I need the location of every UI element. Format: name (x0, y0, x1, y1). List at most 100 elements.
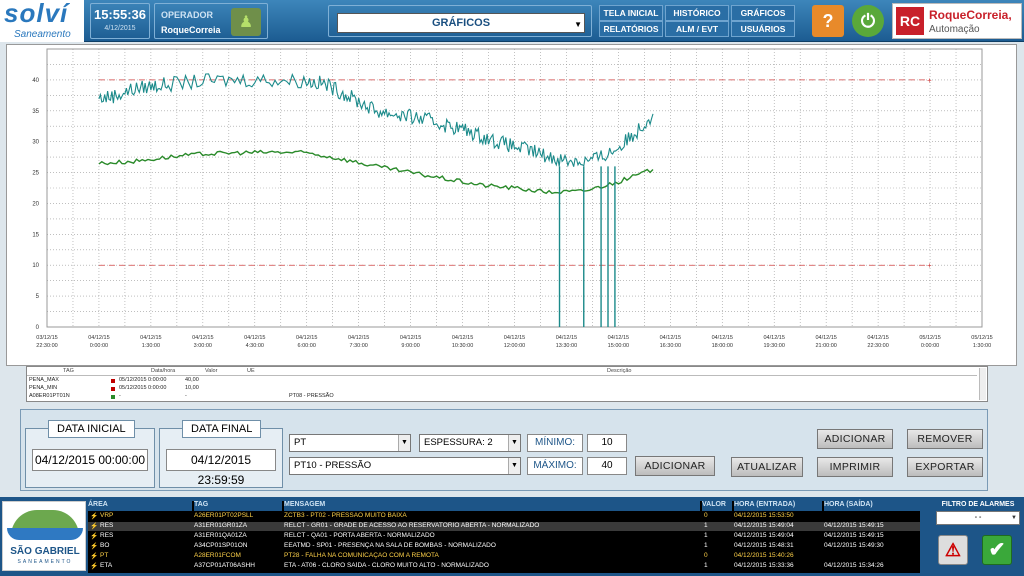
alarm-filter-select[interactable]: - - ▼ (936, 511, 1020, 525)
alarm-row[interactable]: BO A34CP01SP01ON EEATMD - SP01 - PRESENÇA … (88, 542, 920, 551)
remover-button[interactable]: REMOVER (907, 429, 983, 449)
vendor-logo: RC RoqueCorreia, Automação (892, 3, 1022, 39)
operator-panel: OPERADOR RoqueCorreia ♟ (154, 3, 268, 39)
type-select[interactable]: PT ▼ (289, 434, 411, 452)
chevron-down-icon: ▼ (508, 435, 520, 451)
alarm-tag: A37CP01AT06ASHH (194, 562, 255, 569)
x-tick-label: 04/12/15 4:30:00 (244, 335, 265, 349)
espessura-select[interactable]: ESPESSURA: 2 ▼ (419, 434, 521, 452)
tag-select-value: PT10 - PRESSÃO (294, 460, 372, 471)
nav-graficos[interactable]: GRÁFICOS (731, 5, 795, 21)
x-tick-label: 04/12/15 16:30:00 (660, 335, 681, 349)
y-tick-label: 20 (32, 201, 39, 207)
clock-time: 15:55:36 (93, 7, 147, 22)
alarm-bolt-icon: ⚡ (90, 523, 99, 530)
atualizar-button[interactable]: ATUALIZAR (731, 457, 803, 477)
data-final-field[interactable]: 04/12/2015 23:59:59 (166, 449, 276, 487)
alarm-out: 04/12/2015 15:49:15 (824, 522, 884, 529)
trend-chart[interactable]: 0 5 10 15 20 25 30 35 40 03/12/15 22:30:00 04/12/15… (6, 44, 1017, 366)
alarm-header-out: HORA (SAÍDA) (824, 501, 920, 511)
adicionar-pen-button[interactable]: ADICIONAR (635, 456, 715, 476)
clock-date: 4/12/2015 (104, 25, 136, 32)
nav-tela-inicial[interactable]: TELA INICIAL (599, 5, 663, 21)
vendor-mark: RC (896, 7, 924, 35)
nav-relatorios[interactable]: RELATÓRIOS (599, 21, 663, 37)
nav-alm-evt[interactable]: ALM / EVT (665, 21, 729, 37)
y-tick-label: 35 (32, 109, 39, 115)
espessura-value: ESPESSURA: 2 (424, 437, 493, 448)
acknowledge-check-icon[interactable]: ✔ (982, 535, 1012, 565)
x-tick-label: 03/12/15 22:30:00 (36, 335, 57, 349)
alarm-area: VRP (100, 512, 114, 519)
power-icon[interactable]: ⏻ (852, 5, 884, 37)
imprimir-button[interactable]: IMPRIMIR (817, 457, 893, 477)
alarm-table[interactable]: ÁREA TAG MENSAGEM VALOR HORA (ENTRADA) H… (88, 501, 920, 573)
nav-usuarios[interactable]: USUÁRIOS (731, 21, 795, 37)
data-final-label: DATA FINAL (182, 420, 262, 438)
alarm-msg: PT28 - FALHA NA COMUNICAÇÃO COM A REMOTA (284, 552, 439, 559)
legend-value: 10,00 (185, 385, 199, 391)
adicionar-button[interactable]: ADICIONAR (817, 429, 893, 449)
alarm-msg: RELCT - GR01 - GRADE DE ACESSO AO RESERV… (284, 522, 540, 529)
minimo-input[interactable]: 10 (587, 434, 627, 452)
logo-subtitle: Saneamento (14, 29, 71, 40)
alarm-row[interactable]: PT A28ER01FCOM PT28 - FALHA NA COMUNICAÇÃO… (88, 552, 920, 561)
legend-header-time: Data/hora (151, 368, 176, 374)
alarm-in: 04/12/2015 15:49:04 (734, 532, 794, 539)
legend-row[interactable]: A08ER01PT01N - - PT08 - PRESSÃO (27, 393, 967, 401)
operator-login-icon[interactable]: ♟ (231, 8, 261, 36)
legend-scrollbar[interactable] (979, 368, 986, 400)
data-final-group: DATA FINAL 04/12/2015 23:59:59 (159, 420, 283, 488)
maximo-input[interactable]: 40 (587, 457, 627, 475)
nav-historico[interactable]: HISTÓRICO (665, 5, 729, 21)
data-inicial-field[interactable]: 04/12/2015 00:00:00 (32, 449, 148, 471)
x-tick-label: 04/12/15 6:00:00 (296, 335, 317, 349)
alarm-row[interactable]: RES A31ER01GR01ZA RELCT - GR01 - GRADE DE … (88, 522, 920, 531)
y-tick-label: 0 (36, 325, 40, 331)
x-tick-label: 04/12/15 13:30:00 (556, 335, 577, 349)
alarm-msg: ETA - AT06 - CLORO SAÍDA - CLORO MUITO A… (284, 562, 489, 569)
alarm-val: 0 (704, 552, 708, 559)
y-tick-label: 5 (36, 294, 40, 300)
legend-header-tag: TAG (63, 368, 74, 374)
exportar-button[interactable]: EXPORTAR (907, 457, 983, 477)
alarm-msg: ZCTB3 - PT02 - PRESSÃO MUITO BAIXA (284, 512, 407, 519)
alarm-bolt-icon: ⚡ (90, 543, 99, 550)
alarm-row[interactable]: VRP A26ER01PT02PSLL ZCTB3 - PT02 - PRESSÃO… (88, 512, 920, 521)
alarm-out: 04/12/2015 15:34:26 (824, 562, 884, 569)
x-tick-label: 05/12/15 0:00:00 (919, 335, 940, 349)
x-tick-label: 04/12/15 18:00:00 (712, 335, 733, 349)
page-select[interactable]: GRÁFICOS ▼ (337, 13, 585, 33)
logo2-sub: SANEAMENTO (17, 559, 73, 565)
x-tick-label: 04/12/15 7:30:00 (348, 335, 369, 349)
chevron-down-icon: ▼ (398, 435, 410, 451)
alarm-val: 1 (704, 522, 708, 529)
x-tick-label: 05/12/15 1:30:00 (971, 335, 992, 349)
help-icon[interactable]: ? (812, 5, 844, 37)
legend-tag: PENA_MIN (29, 385, 58, 391)
pen-legend-table[interactable]: TAG Data/hora Valor UE Descrição PENA_MA… (26, 366, 988, 402)
alarm-header-area: ÁREA (88, 501, 192, 511)
legend-time: - (119, 393, 121, 399)
alarm-row[interactable]: ETA A37CP01AT06ASHH ETA - AT06 - CLORO SAÍ… (88, 562, 920, 571)
silence-alarm-icon[interactable]: ⚠ (938, 535, 968, 565)
limit-marker: + (927, 76, 932, 85)
alarm-tag: A26ER01PT02PSLL (194, 512, 254, 519)
legend-row[interactable]: PENA_MIN 05/12/2015 0:00:00 10,00 (27, 385, 967, 393)
legend-tag: PENA_MAX (29, 377, 59, 383)
tag-select[interactable]: PT10 - PRESSÃO ▼ (289, 457, 521, 475)
legend-desc: PT08 - PRESSÃO (289, 393, 334, 399)
alarm-out: 04/12/2015 15:49:30 (824, 542, 884, 549)
alarm-bolt-icon: ⚡ (90, 513, 99, 520)
alarm-val: 1 (704, 532, 708, 539)
x-tick-label: 04/12/15 1:30:00 (140, 335, 161, 349)
alarm-header-in: HORA (ENTRADA) (734, 501, 822, 511)
logo-brand: solví (4, 0, 69, 28)
alarm-row[interactable]: RES A31ER01QA01ZA RELCT - QA01 - PORTA ABE… (88, 532, 920, 541)
trend-chart-svg: 0 5 10 15 20 25 30 35 40 03/12/15 22:30:00 04/12/15… (32, 48, 993, 349)
alarm-bolt-icon: ⚡ (90, 533, 99, 540)
alarm-tag: A31ER01GR01ZA (194, 522, 248, 529)
legend-row[interactable]: PENA_MAX 05/12/2015 0:00:00 40,00 (27, 377, 967, 385)
legend-swatch (111, 387, 115, 391)
alarm-tag: A34CP01SP01ON (194, 542, 248, 549)
